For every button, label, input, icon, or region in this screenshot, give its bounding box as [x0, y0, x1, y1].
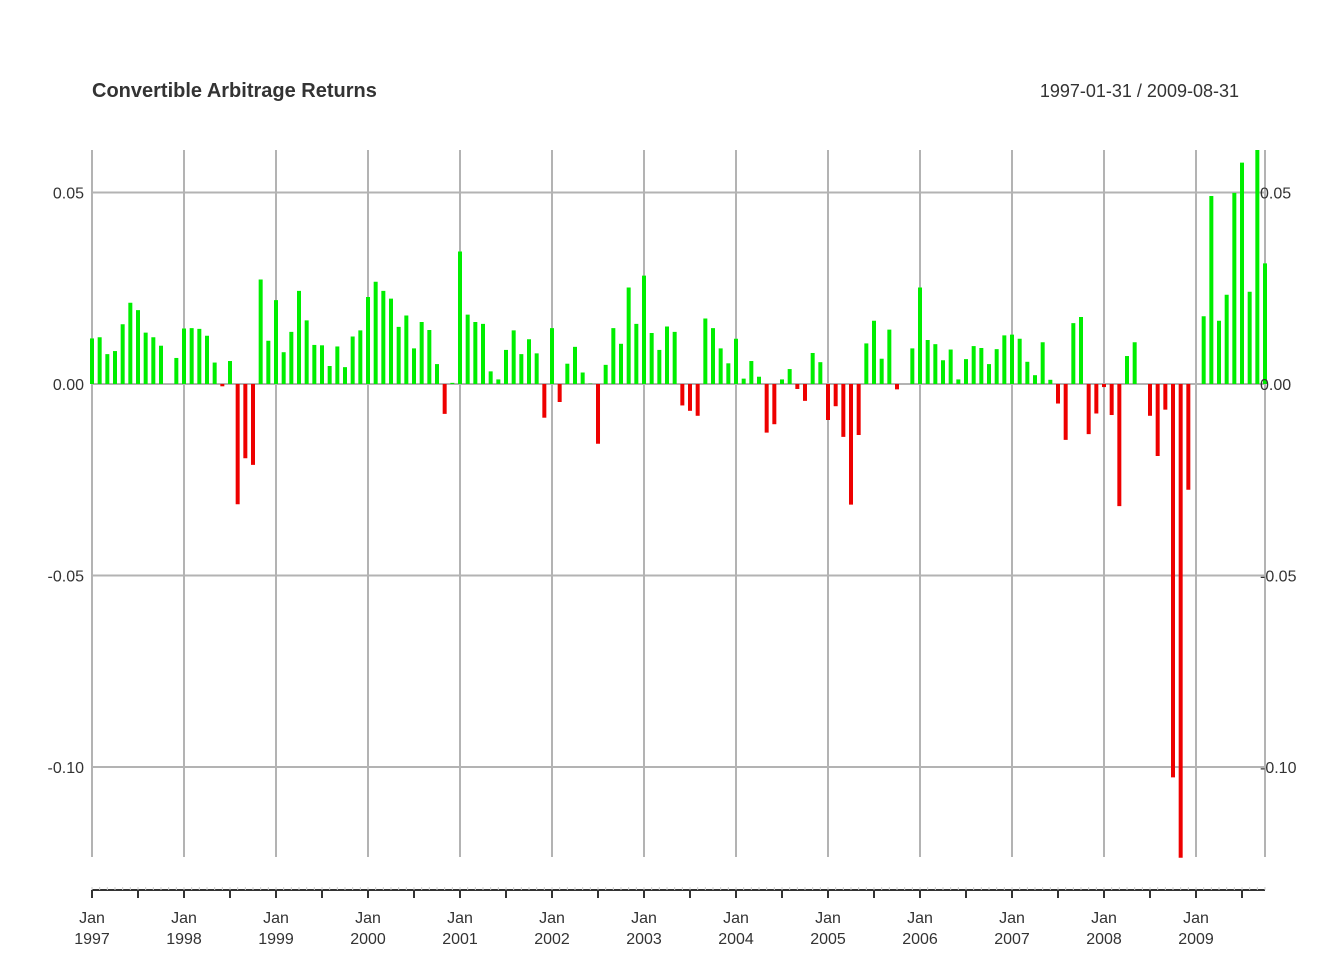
x-tick-year-label: 2004	[718, 931, 754, 948]
y-tick-label-left: -0.10	[48, 760, 85, 777]
x-tick-year-label: 1997	[74, 931, 110, 948]
x-tick-month-label: Jan	[171, 910, 197, 927]
x-tick-year-label: 2002	[534, 931, 570, 948]
chart-title: Convertible Arbitrage Returns	[92, 80, 377, 102]
y-tick-label-right: 0.05	[1260, 186, 1291, 203]
y-tick-label-left: 0.05	[53, 186, 84, 203]
x-tick-month-label: Jan	[1091, 910, 1117, 927]
x-tick-year-label: 2005	[810, 931, 846, 948]
x-tick-month-label: Jan	[907, 910, 933, 927]
x-tick-month-label: Jan	[447, 910, 473, 927]
y-tick-label-left: -0.05	[48, 569, 85, 586]
y-tick-label-left: 0.00	[53, 377, 84, 394]
x-tick-year-label: 2000	[350, 931, 386, 948]
bars	[90, 149, 1268, 858]
x-tick-month-label: Jan	[999, 910, 1025, 927]
x-tick-year-label: 2007	[994, 931, 1030, 948]
x-tick-year-label: 1998	[166, 931, 202, 948]
x-tick-year-label: 2001	[442, 931, 478, 948]
x-axis: Jan 1997 Jan 1998 Jan 1999 Jan 2000 Jan 2001 Jan 20…	[74, 887, 1266, 948]
grid	[91, 150, 1267, 857]
x-tick-year-label: 2008	[1086, 931, 1122, 948]
x-tick-month-label: Jan	[355, 910, 381, 927]
x-tick-month-label: Jan	[263, 910, 289, 927]
x-tick-month-label: Jan	[1183, 910, 1209, 927]
date-range-label: 1997-01-31 / 2009-08-31	[1040, 81, 1239, 101]
x-tick-year-label: 2009	[1178, 931, 1214, 948]
x-tick-month-label: Jan	[539, 910, 565, 927]
y-tick-label-right: 0.00	[1260, 377, 1291, 394]
y-tick-label-right: -0.05	[1260, 569, 1297, 586]
x-tick-year-label: 2003	[626, 931, 662, 948]
x-tick-year-label: 1999	[258, 931, 294, 948]
x-tick-month-label: Jan	[723, 910, 749, 927]
x-tick-month-label: Jan	[631, 910, 657, 927]
x-tick-year-label: 2006	[902, 931, 938, 948]
x-tick-month-label: Jan	[815, 910, 841, 927]
x-tick-month-label: Jan	[79, 910, 105, 927]
y-tick-label-right: -0.10	[1260, 760, 1297, 777]
y-axis: 0.05 0.05 0.00 0.00 -0.05 -0.05 -0.10 -0.10	[48, 186, 1297, 778]
